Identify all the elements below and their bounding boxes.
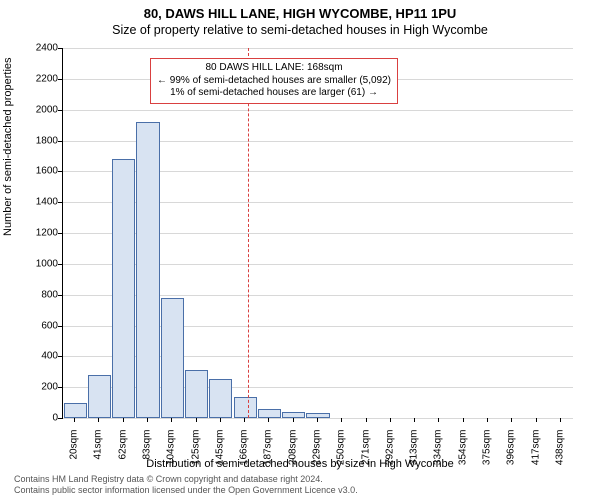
y-tick-mark (58, 171, 62, 172)
histogram-bar (161, 298, 184, 418)
x-tick-label: 62sqm (117, 430, 128, 480)
x-tick-label: 313sqm (409, 430, 420, 480)
histogram-bar (112, 159, 135, 418)
x-tick-mark (511, 418, 512, 422)
chart-title-subtitle: Size of property relative to semi-detach… (0, 21, 600, 37)
x-tick-mark (414, 418, 415, 422)
annotation-line: ← 99% of semi-detached houses are smalle… (157, 75, 391, 88)
histogram-bar (282, 412, 305, 418)
histogram-bar (88, 375, 111, 418)
y-tick-label: 600 (18, 320, 58, 331)
y-tick-mark (58, 295, 62, 296)
x-tick-label: 271sqm (360, 430, 371, 480)
annotation-box: 80 DAWS HILL LANE: 168sqm← 99% of semi-d… (150, 58, 398, 104)
gridline (63, 110, 573, 111)
y-tick-mark (58, 264, 62, 265)
x-tick-mark (341, 418, 342, 422)
gridline (63, 418, 573, 419)
footer-line-2: Contains public sector information licen… (14, 485, 586, 496)
annotation-line: 1% of semi-detached houses are larger (6… (157, 87, 391, 100)
y-tick-label: 1400 (18, 197, 58, 208)
y-tick-mark (58, 326, 62, 327)
x-tick-mark (98, 418, 99, 422)
y-tick-mark (58, 202, 62, 203)
y-tick-label: 2200 (18, 73, 58, 84)
y-tick-label: 1200 (18, 228, 58, 239)
y-tick-mark (58, 141, 62, 142)
x-tick-label: 166sqm (239, 430, 250, 480)
x-tick-mark (244, 418, 245, 422)
y-tick-label: 0 (18, 413, 58, 424)
x-tick-label: 417sqm (530, 430, 541, 480)
x-tick-mark (147, 418, 148, 422)
chart-title-address: 80, DAWS HILL LANE, HIGH WYCOMBE, HP11 1… (0, 0, 600, 21)
x-tick-mark (366, 418, 367, 422)
x-tick-label: 41sqm (93, 430, 104, 480)
y-tick-label: 200 (18, 382, 58, 393)
chart-container: 80, DAWS HILL LANE, HIGH WYCOMBE, HP11 1… (0, 0, 600, 500)
x-tick-label: 229sqm (312, 430, 323, 480)
x-tick-mark (123, 418, 124, 422)
y-tick-mark (58, 48, 62, 49)
x-tick-mark (463, 418, 464, 422)
histogram-bar (64, 403, 87, 418)
x-tick-label: 20sqm (69, 430, 80, 480)
gridline (63, 48, 573, 49)
x-tick-mark (220, 418, 221, 422)
x-tick-label: 208sqm (287, 430, 298, 480)
x-tick-label: 396sqm (506, 430, 517, 480)
x-tick-mark (317, 418, 318, 422)
y-tick-mark (58, 356, 62, 357)
annotation-line: 80 DAWS HILL LANE: 168sqm (157, 62, 391, 75)
x-tick-label: 145sqm (214, 430, 225, 480)
x-tick-label: 292sqm (384, 430, 395, 480)
x-tick-label: 354sqm (457, 430, 468, 480)
x-tick-mark (268, 418, 269, 422)
y-tick-mark (58, 387, 62, 388)
histogram-bar (234, 397, 257, 418)
x-tick-mark (487, 418, 488, 422)
x-tick-mark (74, 418, 75, 422)
y-tick-label: 400 (18, 351, 58, 362)
histogram-bar (258, 409, 281, 418)
x-tick-mark (196, 418, 197, 422)
x-tick-mark (293, 418, 294, 422)
y-tick-label: 2000 (18, 104, 58, 115)
histogram-bar (185, 370, 208, 418)
x-tick-label: 104sqm (166, 430, 177, 480)
chart-plot-area (62, 48, 573, 419)
histogram-bar (209, 379, 232, 418)
x-tick-label: 375sqm (482, 430, 493, 480)
x-tick-mark (390, 418, 391, 422)
y-tick-mark (58, 110, 62, 111)
y-tick-label: 800 (18, 289, 58, 300)
x-tick-label: 438sqm (554, 430, 565, 480)
y-tick-label: 2400 (18, 43, 58, 54)
y-tick-label: 1600 (18, 166, 58, 177)
x-tick-label: 250sqm (336, 430, 347, 480)
x-tick-mark (560, 418, 561, 422)
x-tick-mark (536, 418, 537, 422)
x-tick-mark (438, 418, 439, 422)
x-tick-label: 83sqm (142, 430, 153, 480)
y-tick-label: 1800 (18, 135, 58, 146)
y-axis-label: Number of semi-detached properties (2, 57, 14, 236)
y-tick-mark (58, 79, 62, 80)
y-tick-mark (58, 233, 62, 234)
x-tick-label: 187sqm (263, 430, 274, 480)
y-tick-label: 1000 (18, 258, 58, 269)
reference-line (248, 48, 249, 418)
x-tick-label: 125sqm (190, 430, 201, 480)
histogram-bar (136, 122, 159, 418)
x-tick-label: 334sqm (433, 430, 444, 480)
x-tick-mark (171, 418, 172, 422)
y-tick-mark (58, 418, 62, 419)
